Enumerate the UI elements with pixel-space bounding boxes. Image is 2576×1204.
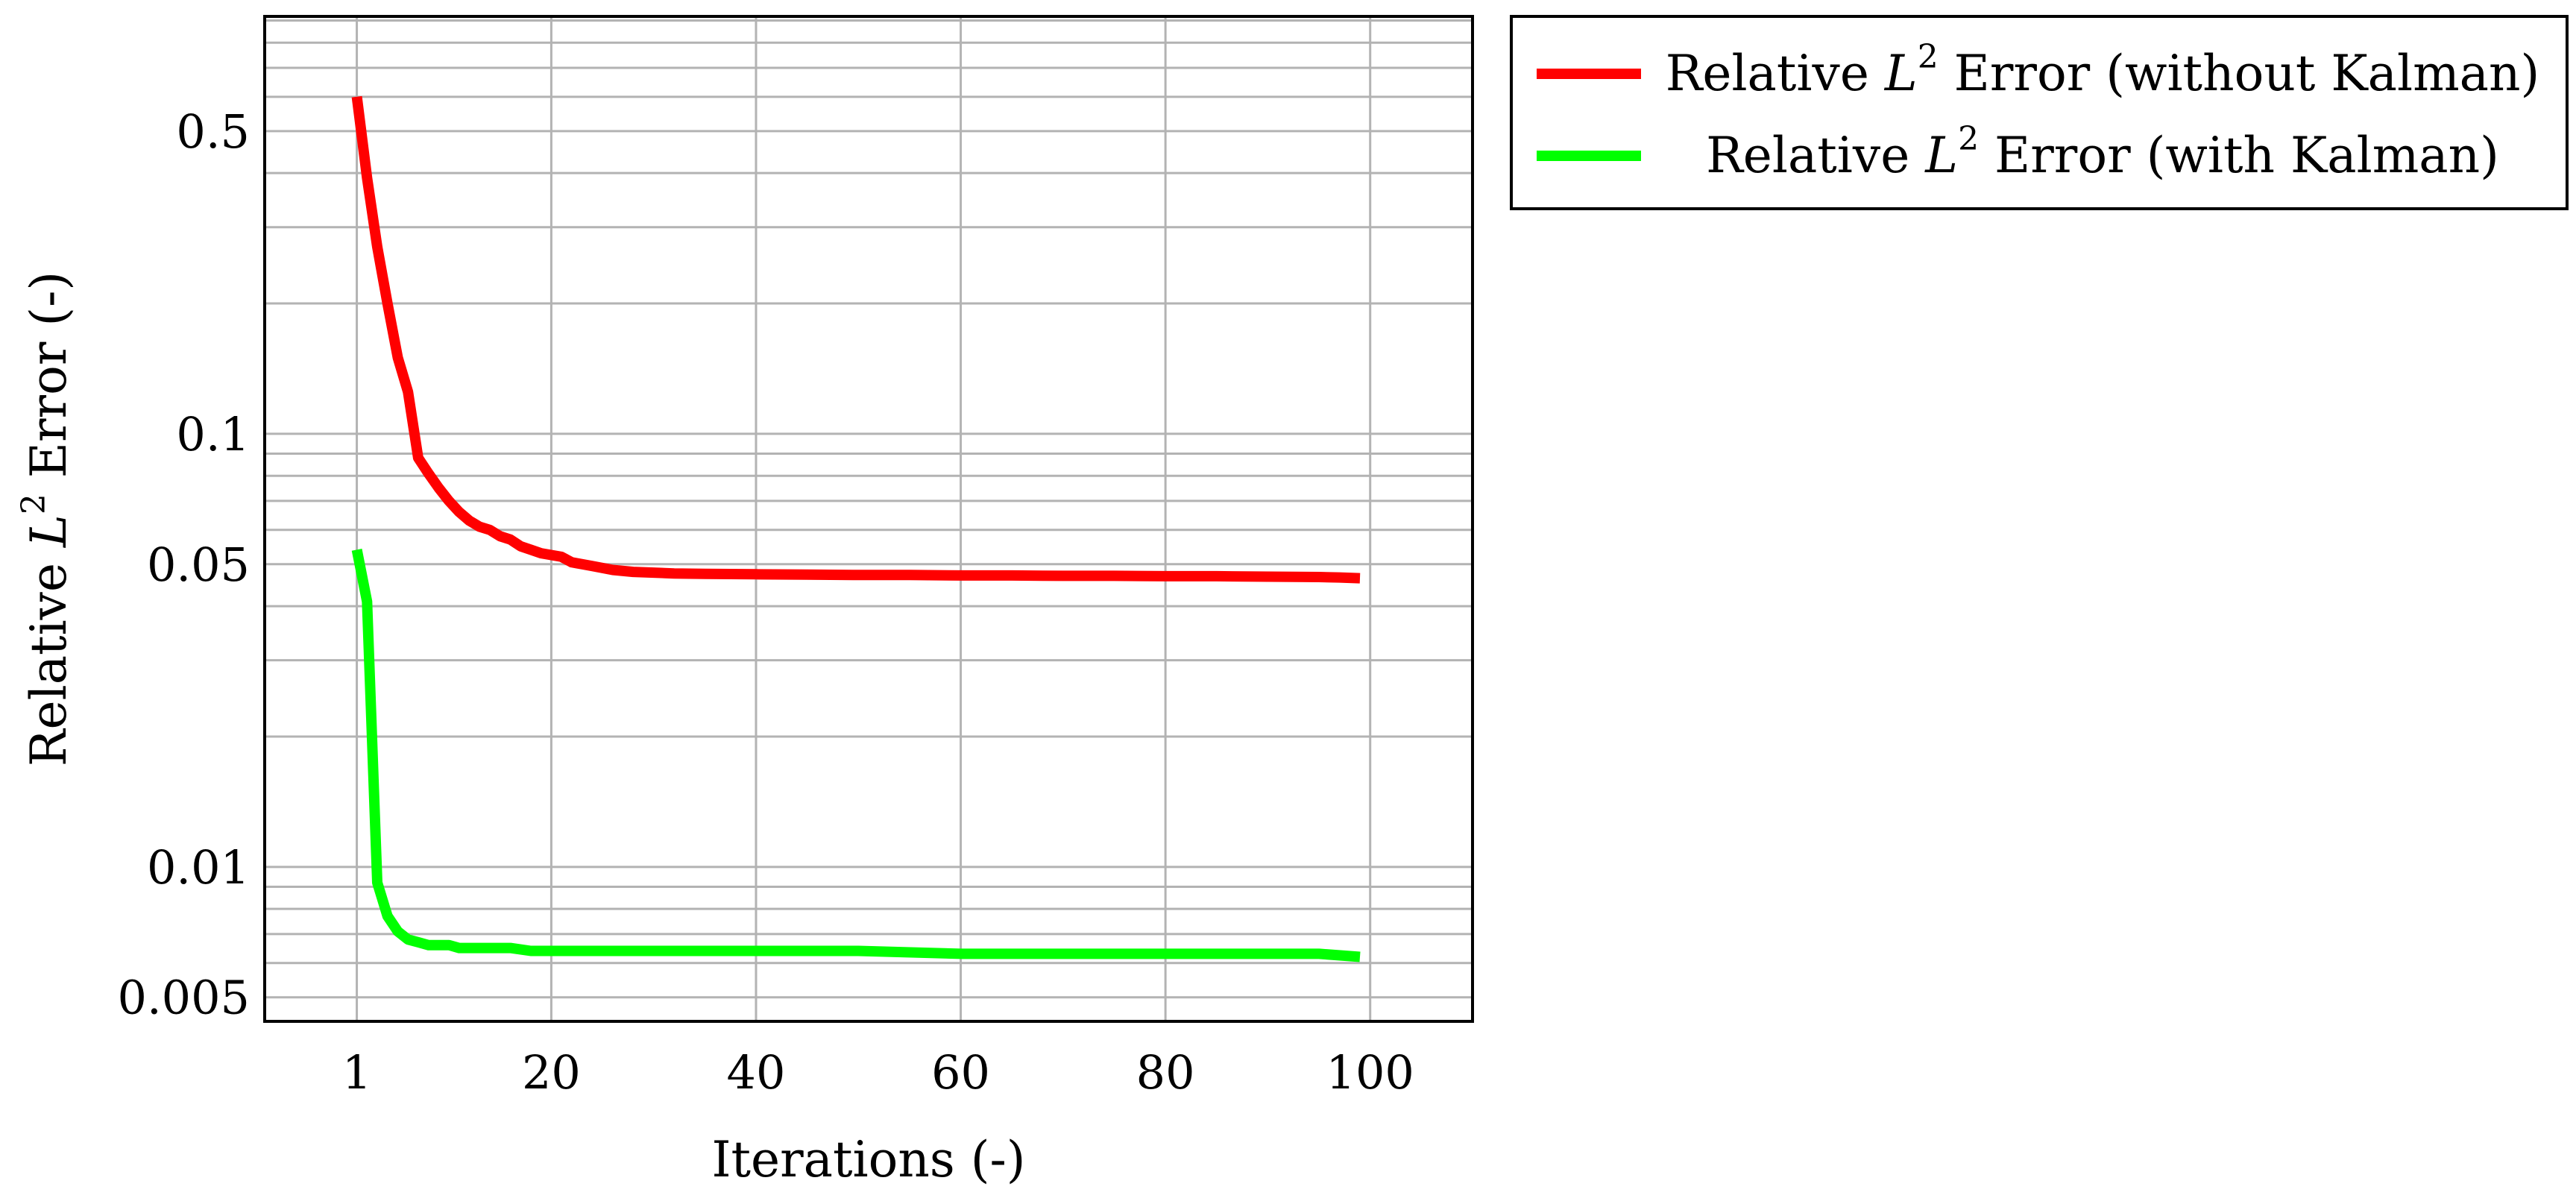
legend-label-without-kalman: Relative L2 Error (without Kalman) (1665, 38, 2540, 103)
y-axis-label: Relative L2 Error (-) (15, 271, 78, 766)
legend-label-with-kalman: Relative L2 Error (with Kalman) (1706, 120, 2499, 185)
y-tick-label: 0.01 (147, 840, 250, 895)
tick-labels: 1 20 40 60 80 100 0.5 0.1 0.05 0.01 0.005 (118, 104, 1414, 1100)
grid (265, 16, 1473, 1021)
x-tick-label: 80 (1136, 1045, 1195, 1100)
y-axis-label-prefix: Relative (20, 547, 78, 766)
x-tick-label: 1 (342, 1045, 371, 1100)
y-tick-label: 0.5 (176, 104, 250, 159)
legend-swatch-with-kalman (1537, 151, 1641, 161)
y-axis-label-suffix: Error (-) (20, 271, 78, 494)
legend-entry-with-kalman: Relative L2 Error (with Kalman) (1513, 115, 2566, 197)
legend-swatch-without-kalman (1537, 69, 1641, 79)
x-tick-label: 60 (931, 1045, 990, 1100)
legend-entry-without-kalman: Relative L2 Error (without Kalman) (1513, 33, 2566, 115)
series-line-1 (351, 549, 1361, 962)
x-tick-label: 40 (727, 1045, 786, 1100)
y-tick-label: 0.05 (147, 538, 250, 592)
series-line-0 (351, 95, 1361, 584)
y-axis-label-superscript: 2 (15, 494, 53, 514)
x-tick-label: 100 (1326, 1045, 1414, 1100)
plot-frame (263, 15, 1474, 1023)
y-tick-label: 0.1 (176, 407, 250, 461)
legend: Relative L2 Error (without Kalman) Relat… (1510, 15, 2569, 210)
plot-series (351, 95, 1361, 962)
x-axis-label: Iterations (-) (711, 1131, 1025, 1188)
y-axis-label-symbol: L (20, 514, 78, 548)
y-tick-label: 0.005 (118, 971, 251, 1025)
x-tick-label: 20 (522, 1045, 581, 1100)
